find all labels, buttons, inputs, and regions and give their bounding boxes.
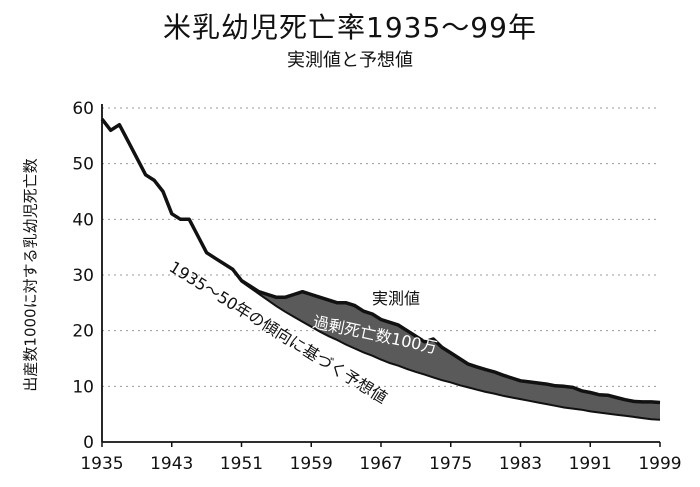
x-tick-label: 1975 xyxy=(429,454,472,474)
y-tick-label: 60 xyxy=(72,99,94,119)
actual-series-annotation: 実測値 xyxy=(372,289,420,308)
x-tick-label: 1999 xyxy=(638,454,681,474)
y-tick-label: 40 xyxy=(72,210,94,230)
axes xyxy=(101,104,661,447)
x-tick-label: 1951 xyxy=(220,454,263,474)
y-tick-label: 0 xyxy=(83,433,94,453)
x-tick-label: 1983 xyxy=(499,454,542,474)
chart-subtitle: 実測値と予想値 xyxy=(287,50,413,71)
y-tick-label: 30 xyxy=(72,266,94,286)
x-tick-label: 1943 xyxy=(150,454,193,474)
x-tick-label: 1991 xyxy=(569,454,612,474)
x-tick-label: 1935 xyxy=(80,454,123,474)
x-tick-label: 1959 xyxy=(290,454,333,474)
y-tick-label: 20 xyxy=(72,322,94,342)
actual-series-line xyxy=(100,118,661,405)
x-tick-label: 1967 xyxy=(359,454,402,474)
chart-title: 米乳幼児死亡率1935～99年 xyxy=(163,11,537,44)
y-tick-label: 50 xyxy=(72,155,94,175)
y-tick-label: 10 xyxy=(72,377,94,397)
x-tick-labels: 1935 1943 1951 1959 1967 1975 1983 1991 1999 xyxy=(80,454,681,474)
y-tick-labels: 0 10 20 30 40 50 60 xyxy=(72,99,94,453)
